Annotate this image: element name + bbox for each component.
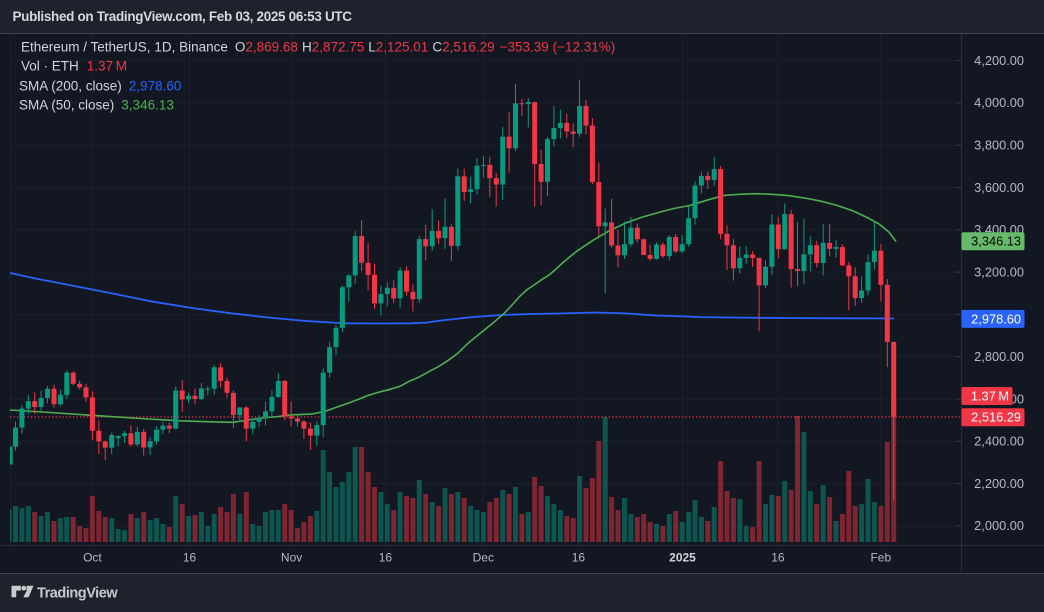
svg-text:SMA (200, close)2,978.60: SMA (200, close) 2,978.60 [19, 79, 181, 94]
svg-text:4,200.00: 4,200.00 [974, 53, 1024, 68]
svg-text:Nov: Nov [281, 551, 302, 565]
svg-text:2,400.00: 2,400.00 [974, 434, 1024, 449]
svg-text:3,600.00: 3,600.00 [974, 180, 1024, 195]
svg-text:16: 16 [183, 551, 197, 565]
svg-text:Oct: Oct [83, 551, 102, 565]
svg-text:1.37 M: 1.37 M [971, 388, 1009, 403]
svg-text:3,200.00: 3,200.00 [974, 264, 1024, 279]
svg-text:2,800.00: 2,800.00 [974, 349, 1024, 364]
svg-text:3,800.00: 3,800.00 [974, 138, 1024, 153]
svg-text:TradingView: TradingView [37, 586, 118, 602]
svg-text:2,200.00: 2,200.00 [974, 476, 1024, 491]
svg-text:Feb: Feb [870, 551, 891, 565]
svg-text:Ethereum / TetherUS, 1D, Binan: Ethereum / TetherUS, 1D, Binance O2,869.6… [21, 40, 615, 55]
svg-text:Published on TradingView.com,: Published on TradingView.com, Feb 03, 20… [13, 9, 353, 24]
svg-text:2,516.29: 2,516.29 [971, 410, 1021, 425]
svg-text:3,346.13: 3,346.13 [971, 234, 1021, 249]
svg-text:2,000.00: 2,000.00 [974, 518, 1024, 533]
svg-text:2025: 2025 [669, 551, 696, 565]
svg-text:SMA (50, close)3,346.13: SMA (50, close) 3,346.13 [19, 98, 174, 113]
svg-text:Dec: Dec [473, 551, 494, 565]
svg-text:16: 16 [379, 551, 393, 565]
svg-text:16: 16 [572, 551, 586, 565]
svg-text:4,000.00: 4,000.00 [974, 95, 1024, 110]
svg-text:16: 16 [771, 551, 785, 565]
svg-text:2,978.60: 2,978.60 [971, 311, 1021, 326]
